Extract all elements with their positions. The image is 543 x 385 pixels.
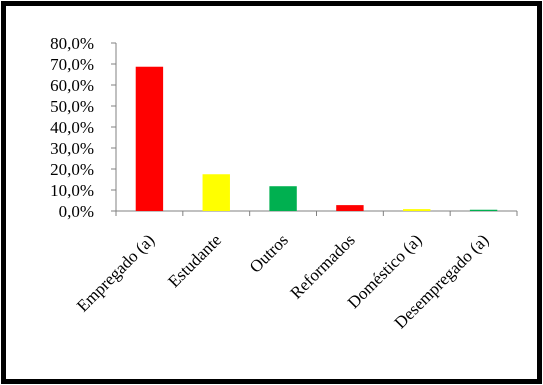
- y-tick-label: 30,0%: [50, 139, 94, 158]
- y-tick-label: 0,0%: [59, 202, 94, 221]
- bar: [469, 209, 498, 211]
- y-axis: 0,0% 10,0% 20,0% 30,0% 40,0% 50,0% 60,0% 70,0% 8…: [50, 34, 117, 221]
- y-tick-label: 40,0%: [50, 118, 94, 137]
- bars: [135, 66, 498, 211]
- y-tick-label: 10,0%: [50, 181, 94, 200]
- bar: [202, 174, 230, 211]
- bar: [135, 66, 164, 211]
- y-tick-label: 70,0%: [50, 55, 94, 74]
- bar: [403, 209, 431, 211]
- bar: [269, 186, 297, 211]
- x-axis: [115, 210, 518, 216]
- y-tick-label: 60,0%: [50, 76, 94, 95]
- y-tick-label: 20,0%: [50, 160, 94, 179]
- y-tick-label: 80,0%: [50, 34, 94, 53]
- bar: [336, 205, 364, 211]
- y-tick-label: 50,0%: [50, 97, 94, 116]
